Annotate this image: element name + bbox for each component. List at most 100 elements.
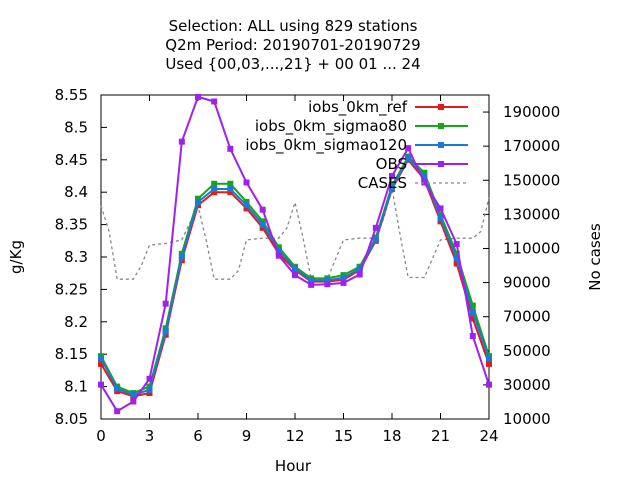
data-point-OBS xyxy=(98,381,104,388)
data-point-OBS xyxy=(114,408,121,415)
data-point-OBS xyxy=(227,145,234,152)
y2-tick-label: 130000 xyxy=(503,205,560,223)
data-point-iobs_0km_sigmao120 xyxy=(372,236,379,243)
data-point-OBS xyxy=(340,279,347,286)
data-point-iobs_0km_sigmao80 xyxy=(453,250,460,257)
legend-label: iobs_0km_sigmao120 xyxy=(245,136,407,155)
data-point-OBS xyxy=(211,98,218,105)
data-point-iobs_0km_sigmao80 xyxy=(275,244,282,251)
legend: iobs_0km_refiobs_0km_sigmao80iobs_0km_si… xyxy=(245,98,468,192)
data-point-iobs_0km_sigmao80 xyxy=(437,211,444,218)
data-point-OBS xyxy=(324,281,331,288)
data-point-iobs_0km_ref xyxy=(259,224,266,231)
x-tick-label: 3 xyxy=(145,427,155,445)
x-tick-label: 6 xyxy=(193,427,203,445)
x-tick-label: 15 xyxy=(334,427,353,445)
y2-axis-label: No cases xyxy=(586,223,604,291)
data-point-OBS xyxy=(437,205,444,212)
y-tick-label: 8.35 xyxy=(55,216,88,234)
y-axis-right: 10000 30000 50000 70000 90000 110000 130000 150… xyxy=(483,103,560,428)
data-point-iobs_0km_sigmao120 xyxy=(356,265,363,272)
data-point-iobs_0km_ref xyxy=(243,205,250,212)
y2-tick-label: 110000 xyxy=(503,239,560,257)
data-point-iobs_0km_sigmao120 xyxy=(405,155,412,162)
data-point-iobs_0km_sigmao80 xyxy=(227,180,234,187)
data-point-OBS xyxy=(372,224,379,231)
y2-tick-label: 50000 xyxy=(503,342,551,360)
y-tick-label: 8.05 xyxy=(55,410,88,428)
data-point-OBS xyxy=(469,333,476,340)
y-tick-label: 8.15 xyxy=(55,345,88,363)
data-point-iobs_0km_sigmao120 xyxy=(453,255,460,262)
series-group xyxy=(98,93,492,415)
data-point-iobs_0km_ref xyxy=(421,176,428,183)
data-point-OBS xyxy=(421,179,428,186)
x-tick-label: 12 xyxy=(285,427,304,445)
data-point-iobs_0km_sigmao80 xyxy=(211,180,218,187)
data-point-iobs_0km_ref xyxy=(227,189,234,196)
data-point-iobs_0km_sigmao120 xyxy=(211,185,218,192)
title-line: Used {00,03,...,21} + 00 01 ... 24 xyxy=(165,55,420,73)
data-point-OBS xyxy=(389,173,395,179)
data-point-iobs_0km_sigmao80 xyxy=(469,302,476,309)
y-tick-label: 8.5 xyxy=(64,118,88,136)
data-point-iobs_0km_sigmao120 xyxy=(469,309,476,316)
data-point-iobs_0km_sigmao120 xyxy=(146,386,153,393)
data-point-iobs_0km_sigmao120 xyxy=(195,198,201,205)
legend-label: CASES xyxy=(358,174,407,192)
legend-marker-iobs_0km_sigmao80 xyxy=(438,123,444,129)
data-point-iobs_0km_sigmao120 xyxy=(437,215,444,222)
data-point-iobs_0km_sigmao120 xyxy=(324,277,331,284)
data-point-iobs_0km_sigmao120 xyxy=(292,265,298,272)
x-tick-label: 0 xyxy=(96,427,106,445)
legend-marker-iobs_0km_sigmao120 xyxy=(438,142,444,148)
data-point-iobs_0km_sigmao120 xyxy=(421,173,428,179)
data-point-OBS xyxy=(356,271,363,278)
data-point-iobs_0km_sigmao80 xyxy=(195,195,201,202)
y2-tick-label: 190000 xyxy=(503,103,560,121)
y2-tick-label: 10000 xyxy=(503,410,551,428)
data-point-OBS xyxy=(162,300,169,307)
y-tick-label: 8.3 xyxy=(64,248,88,266)
data-point-iobs_0km_sigmao120 xyxy=(178,254,185,260)
data-point-iobs_0km_ref xyxy=(437,218,444,225)
x-tick-label: 18 xyxy=(382,427,401,445)
legend-marker-iobs_0km_ref xyxy=(438,104,444,110)
data-point-OBS xyxy=(259,206,266,213)
data-point-iobs_0km_ref xyxy=(146,390,153,397)
data-point-OBS xyxy=(243,179,250,186)
title-line: Selection: ALL using 829 stations xyxy=(169,17,418,35)
legend-label: iobs_0km_ref xyxy=(308,98,408,117)
legend-label: iobs_0km_sigmao80 xyxy=(255,117,407,136)
data-point-iobs_0km_sigmao120 xyxy=(389,184,395,191)
data-point-iobs_0km_sigmao120 xyxy=(340,274,347,281)
y-tick-label: 8.1 xyxy=(64,378,88,396)
y2-tick-label: 150000 xyxy=(503,171,560,189)
data-point-iobs_0km_sigmao120 xyxy=(275,247,282,254)
data-point-iobs_0km_sigmao120 xyxy=(259,221,266,228)
data-point-OBS xyxy=(195,93,201,100)
data-point-iobs_0km_sigmao120 xyxy=(114,385,121,392)
y-tick-label: 8.4 xyxy=(64,183,88,201)
data-point-OBS xyxy=(275,252,282,259)
y-tick-label: 8.55 xyxy=(55,86,88,104)
data-point-OBS xyxy=(405,145,412,152)
legend-marker-OBS xyxy=(438,161,444,167)
y2-tick-label: 170000 xyxy=(503,137,560,155)
data-point-iobs_0km_sigmao120 xyxy=(227,185,234,192)
y-tick-label: 8.45 xyxy=(55,151,88,169)
data-point-iobs_0km_sigmao80 xyxy=(421,169,428,176)
data-point-iobs_0km_ref xyxy=(211,189,218,196)
x-tick-label: 9 xyxy=(242,427,252,445)
x-axis: 0 3 6 9 12 15 18 21 24 xyxy=(96,95,499,445)
data-point-OBS xyxy=(146,375,153,382)
data-point-iobs_0km_ref xyxy=(453,260,460,267)
y-tick-label: 8.2 xyxy=(64,313,88,331)
data-point-iobs_0km_sigmao120 xyxy=(486,355,492,362)
y-axis-left: 8.05 8.1 8.15 8.2 8.25 8.3 8.35 8.4 8.45 8.5 8.55 xyxy=(55,86,107,428)
title-line: Q2m Period: 20190701-20190729 xyxy=(165,36,420,54)
data-point-iobs_0km_sigmao120 xyxy=(162,328,169,335)
data-point-OBS xyxy=(308,281,315,288)
y2-tick-label: 30000 xyxy=(503,376,551,394)
